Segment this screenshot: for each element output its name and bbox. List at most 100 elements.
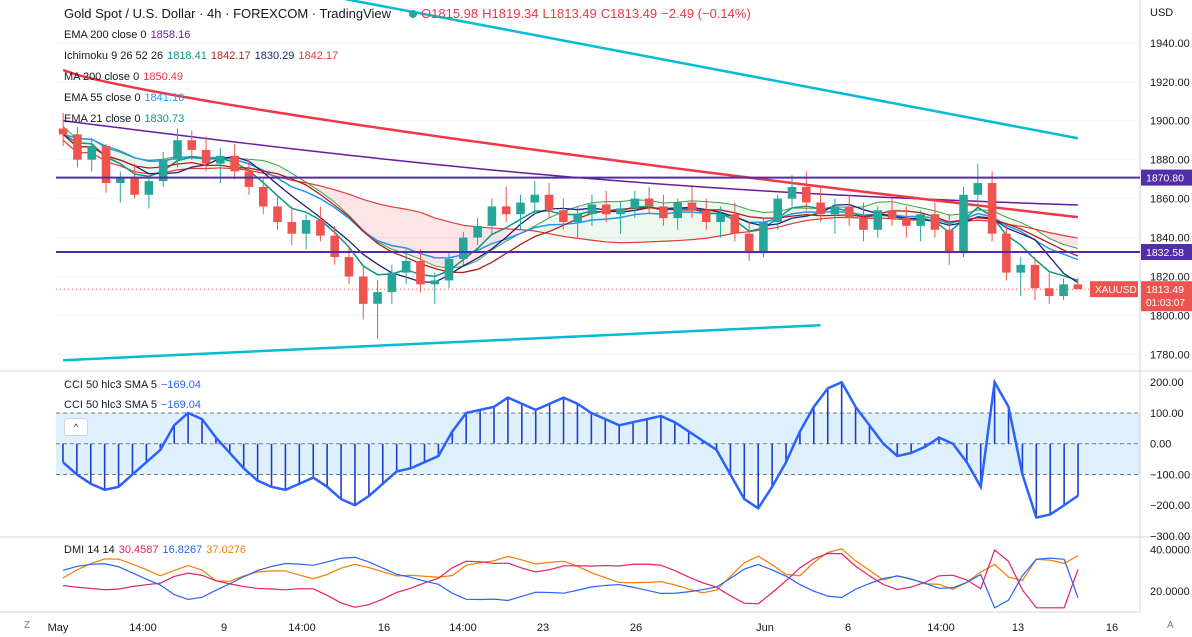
legend-dmi[interactable]: DMI 14 14 30.4587 16.8267 37.0276 (64, 544, 250, 556)
candle[interactable] (173, 128, 182, 168)
auto-scale-button[interactable]: A (1167, 620, 1174, 631)
market-open-icon (409, 10, 418, 18)
legend-cci-b[interactable]: CCI 50 hlc3 SMA 5 −169.04 (64, 399, 205, 411)
candle[interactable] (116, 171, 125, 203)
candle[interactable] (201, 136, 211, 172)
candle[interactable] (959, 186, 968, 258)
candle[interactable] (187, 130, 197, 160)
candle[interactable] (530, 181, 540, 215)
candle[interactable] (587, 194, 597, 226)
candle[interactable] (316, 206, 325, 242)
candle[interactable] (487, 198, 497, 234)
candle[interactable] (516, 194, 525, 230)
candle-body (1044, 288, 1054, 296)
candle[interactable] (430, 272, 440, 304)
candle[interactable] (887, 198, 897, 226)
candle[interactable] (358, 266, 368, 320)
candle[interactable] (1059, 278, 1068, 300)
support-trendline[interactable] (63, 323, 821, 362)
legend-ma200-label: MA 200 close 0 (64, 71, 140, 83)
legend-ema200[interactable]: EMA 200 close 0 1858.16 (64, 29, 194, 41)
legend-ma200-value: 1850.49 (143, 71, 183, 83)
legend-ema21[interactable]: EMA 21 close 0 1830.73 (64, 113, 188, 125)
candle[interactable] (816, 186, 825, 222)
candle-body (430, 280, 440, 285)
candle[interactable] (830, 198, 840, 234)
candle[interactable] (930, 202, 940, 238)
candle[interactable] (616, 202, 625, 234)
candle[interactable] (716, 206, 725, 238)
candle[interactable] (902, 206, 911, 238)
legend-ichimoku[interactable]: Ichimoku 9 26 52 26 1818.41 1842.17 1830.29… (64, 50, 342, 62)
candle[interactable] (87, 140, 97, 172)
candle[interactable] (730, 202, 740, 242)
candle[interactable] (230, 144, 239, 180)
time-tick-label: 14:00 (449, 622, 477, 634)
symbol-title-legend[interactable]: Gold Spot / U.S. Dollar · 4h · FOREXCOM … (64, 6, 755, 21)
candle-body (644, 198, 654, 207)
last-price-label: 1813.49 (1146, 284, 1184, 296)
log-scale-button[interactable]: Z (24, 620, 31, 631)
candle[interactable] (401, 249, 411, 285)
candle[interactable] (444, 253, 454, 289)
candle[interactable] (287, 206, 297, 246)
resistance-trendline[interactable] (63, 0, 1079, 140)
candle[interactable] (916, 210, 925, 242)
candle[interactable] (144, 175, 154, 209)
legend-ema55[interactable]: EMA 55 close 0 1841.16 (64, 92, 188, 104)
collapse-legend-button[interactable]: ^ (64, 418, 88, 436)
candle[interactable] (1002, 225, 1011, 281)
candle[interactable] (659, 194, 668, 226)
candle[interactable] (701, 198, 711, 230)
candle[interactable] (1073, 277, 1083, 290)
candle[interactable] (559, 198, 568, 230)
candle[interactable] (1044, 272, 1054, 304)
candle-body (73, 134, 82, 160)
candlesticks[interactable] (58, 112, 1083, 339)
candle[interactable] (859, 202, 868, 242)
price-tick-label: 1920.00 (1150, 77, 1190, 89)
candle[interactable] (130, 163, 139, 199)
candle[interactable] (1030, 257, 1040, 300)
candle[interactable] (844, 194, 854, 226)
candle-body (687, 202, 697, 211)
candle-body (1030, 264, 1040, 289)
candle[interactable] (744, 222, 754, 261)
candle[interactable] (301, 214, 311, 250)
candle[interactable] (773, 194, 783, 230)
horizontal-levels[interactable]: 1870.80 1832.58 XAUUSD 1813.49 01:03:07 (56, 169, 1192, 312)
candle[interactable] (944, 214, 954, 265)
candle[interactable] (330, 225, 339, 265)
candle[interactable] (501, 186, 511, 222)
candle[interactable] (630, 190, 640, 219)
candle[interactable] (873, 206, 883, 238)
candle[interactable] (544, 183, 554, 219)
trendlines[interactable] (63, 0, 1079, 362)
time-tick-label: 6 (845, 622, 851, 634)
legend-ma200[interactable]: MA 200 close 0 1850.49 (64, 71, 187, 83)
candle[interactable] (387, 264, 397, 304)
candle[interactable] (644, 186, 654, 215)
candle[interactable] (58, 112, 68, 147)
candle[interactable] (573, 206, 582, 238)
candle[interactable] (687, 186, 697, 219)
legend-cci-a[interactable]: CCI 50 hlc3 SMA 5 −169.04 (64, 379, 205, 391)
candle[interactable] (416, 249, 425, 293)
candle[interactable] (273, 194, 282, 230)
candle[interactable] (673, 198, 682, 230)
candle[interactable] (73, 126, 82, 168)
candle[interactable] (373, 280, 382, 339)
candle[interactable] (973, 163, 983, 207)
candle-body (459, 237, 468, 259)
candle[interactable] (158, 151, 168, 187)
candle[interactable] (258, 179, 268, 215)
candle[interactable] (987, 171, 997, 242)
candle[interactable] (787, 175, 797, 207)
candle[interactable] (601, 190, 611, 222)
candle[interactable] (101, 144, 111, 193)
candle[interactable] (759, 218, 768, 258)
candle[interactable] (473, 218, 482, 246)
candle[interactable] (459, 231, 468, 265)
candle-body (516, 202, 525, 215)
